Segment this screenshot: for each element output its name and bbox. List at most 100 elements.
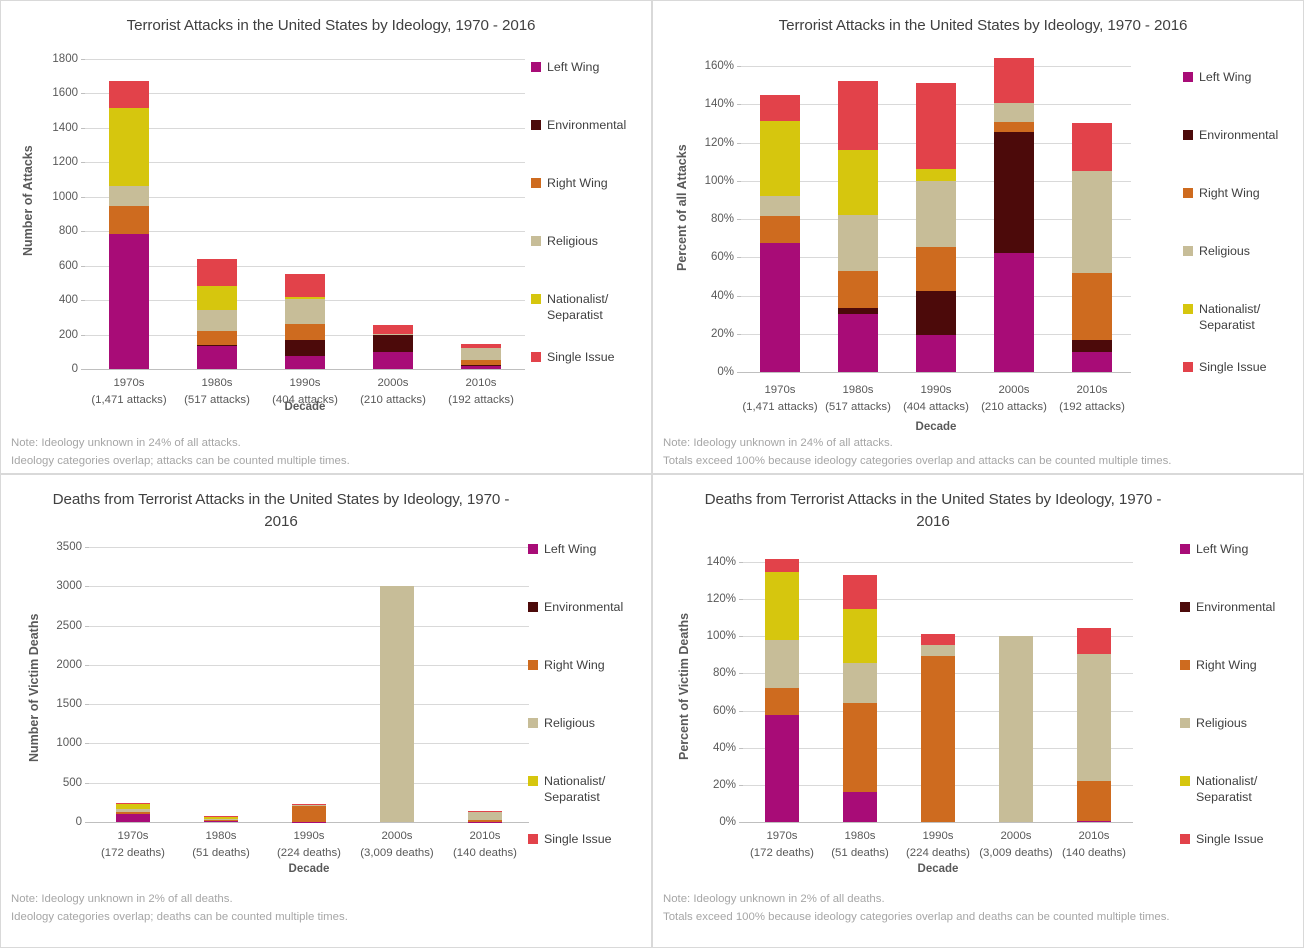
legend-item-religious[interactable]: Religious [531, 233, 598, 249]
legend-item-right-wing[interactable]: Right Wing [531, 175, 608, 191]
bar-stack[interactable] [1072, 122, 1112, 372]
bar-segment[interactable] [1072, 272, 1112, 340]
bar-stack[interactable] [292, 804, 326, 822]
bar-stack[interactable] [373, 325, 413, 369]
bar-stack[interactable] [461, 343, 501, 369]
legend-item-single-issue[interactable]: Single Issue [528, 831, 612, 847]
bar-segment[interactable] [197, 258, 237, 286]
bar-segment[interactable] [197, 344, 237, 347]
legend-item-single-issue[interactable]: Single Issue [531, 349, 615, 365]
bar-segment[interactable] [916, 82, 956, 169]
bar-segment[interactable] [116, 808, 150, 813]
bar-segment[interactable] [921, 655, 955, 822]
bar-segment[interactable] [204, 819, 238, 822]
legend-item-nationalist-separatist[interactable]: Nationalist/Separatist [1183, 301, 1260, 334]
bar-segment[interactable] [204, 818, 238, 820]
bar-segment[interactable] [843, 791, 877, 822]
bar-stack[interactable] [921, 633, 955, 822]
bar-segment[interactable] [994, 132, 1034, 253]
bar-segment[interactable] [1077, 780, 1111, 821]
bar-stack[interactable] [843, 574, 877, 822]
bar-segment[interactable] [916, 168, 956, 181]
bar-stack[interactable] [285, 273, 325, 369]
bar-segment[interactable] [461, 343, 501, 349]
bar-stack[interactable] [760, 95, 800, 372]
bar-segment[interactable] [373, 325, 413, 334]
bar-segment[interactable] [373, 335, 413, 353]
bar-segment[interactable] [916, 291, 956, 336]
legend-item-environmental[interactable]: Environmental [528, 599, 623, 615]
bar-stack[interactable] [380, 585, 414, 822]
bar-segment[interactable] [204, 816, 238, 819]
bar-segment[interactable] [994, 57, 1034, 104]
legend-item-nationalist-separatist[interactable]: Nationalist/Separatist [531, 291, 608, 324]
legend-item-nationalist-separatist[interactable]: Nationalist/Separatist [1180, 773, 1257, 806]
bar-segment[interactable] [994, 252, 1034, 372]
bar-segment[interactable] [838, 150, 878, 215]
bar-segment[interactable] [197, 331, 237, 345]
bar-segment[interactable] [921, 633, 955, 645]
bar-segment[interactable] [292, 805, 326, 807]
bar-segment[interactable] [197, 346, 237, 369]
bar-segment[interactable] [116, 814, 150, 822]
legend-item-religious[interactable]: Religious [528, 715, 595, 731]
legend-item-environmental[interactable]: Environmental [1180, 599, 1275, 615]
bar-segment[interactable] [1072, 170, 1112, 273]
bar-segment[interactable] [204, 815, 238, 817]
bar-segment[interactable] [116, 812, 150, 815]
bar-segment[interactable] [197, 285, 237, 310]
bar-stack[interactable] [916, 82, 956, 372]
legend-item-right-wing[interactable]: Right Wing [1183, 185, 1260, 201]
bar-segment[interactable] [994, 103, 1034, 122]
bar-segment[interactable] [843, 574, 877, 610]
bar-segment[interactable] [461, 364, 501, 366]
bar-segment[interactable] [1072, 122, 1112, 171]
bar-segment[interactable] [461, 348, 501, 361]
bar-segment[interactable] [843, 609, 877, 663]
bar-segment[interactable] [109, 186, 149, 206]
bar-segment[interactable] [109, 107, 149, 187]
bar-segment[interactable] [1077, 654, 1111, 781]
bar-segment[interactable] [765, 571, 799, 640]
bar-segment[interactable] [765, 714, 799, 822]
bar-segment[interactable] [916, 247, 956, 292]
legend-item-left-wing[interactable]: Left Wing [1183, 69, 1251, 85]
bar-segment[interactable] [292, 806, 326, 822]
bar-segment[interactable] [373, 352, 413, 369]
bar-stack[interactable] [116, 802, 150, 822]
bar-segment[interactable] [380, 585, 414, 822]
bar-segment[interactable] [204, 821, 238, 822]
bar-segment[interactable] [760, 215, 800, 243]
bar-segment[interactable] [109, 80, 149, 108]
bar-segment[interactable] [461, 365, 501, 369]
bar-segment[interactable] [765, 639, 799, 688]
bar-segment[interactable] [838, 270, 878, 308]
bar-segment[interactable] [999, 635, 1033, 822]
bar-segment[interactable] [994, 121, 1034, 133]
bar-segment[interactable] [1072, 352, 1112, 372]
bar-segment[interactable] [285, 355, 325, 369]
bar-segment[interactable] [373, 333, 413, 336]
bar-segment[interactable] [760, 121, 800, 196]
bar-segment[interactable] [765, 687, 799, 715]
bar-stack[interactable] [468, 810, 502, 822]
legend-item-right-wing[interactable]: Right Wing [528, 657, 605, 673]
bar-segment[interactable] [838, 313, 878, 372]
bar-segment[interactable] [116, 803, 150, 809]
bar-segment[interactable] [116, 802, 150, 804]
bar-stack[interactable] [1077, 628, 1111, 822]
bar-segment[interactable] [285, 323, 325, 340]
bar-segment[interactable] [760, 95, 800, 122]
legend-item-single-issue[interactable]: Single Issue [1183, 359, 1267, 375]
bar-segment[interactable] [843, 702, 877, 792]
bar-stack[interactable] [109, 80, 149, 369]
bar-segment[interactable] [843, 662, 877, 703]
legend-item-environmental[interactable]: Environmental [531, 117, 626, 133]
bar-segment[interactable] [838, 307, 878, 314]
bar-segment[interactable] [109, 234, 149, 369]
bar-segment[interactable] [760, 195, 800, 216]
bar-stack[interactable] [204, 815, 238, 822]
legend-item-environmental[interactable]: Environmental [1183, 127, 1278, 143]
bar-stack[interactable] [994, 57, 1034, 372]
bar-segment[interactable] [197, 309, 237, 332]
